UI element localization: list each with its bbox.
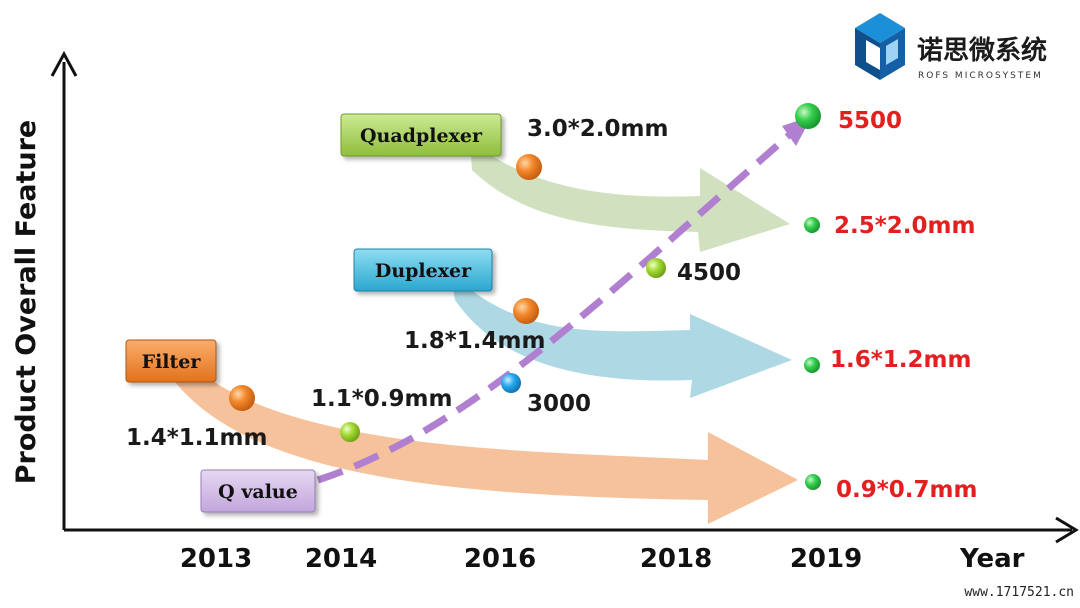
q-5500-value: 5500 bbox=[838, 108, 902, 134]
duplexer-start-value: 1.8*1.4mm bbox=[404, 328, 545, 354]
quadplexer-start-value: 3.0*2.0mm bbox=[527, 116, 668, 142]
duplexer-label: Duplexer bbox=[375, 260, 472, 282]
duplexer-end-value: 1.6*1.2mm bbox=[830, 347, 971, 373]
year-tick-2019: 2019 bbox=[790, 544, 862, 574]
x-axis-title: Year bbox=[959, 544, 1025, 574]
filter-start-value: 1.4*1.1mm bbox=[126, 425, 267, 451]
q-value-dashed-line bbox=[316, 127, 798, 484]
logo-name-en: ROFS MICROSYSTEM bbox=[918, 71, 1043, 81]
year-tick-2014: 2014 bbox=[305, 544, 377, 574]
year-tick-2018: 2018 bbox=[640, 544, 712, 574]
quadplexer-trend-arrow bbox=[470, 140, 790, 252]
company-logo: 诺思微系统 ROFS MICROSYSTEM bbox=[855, 13, 1047, 81]
filter-2014-dot bbox=[340, 422, 360, 442]
q-5500-dot bbox=[795, 103, 821, 129]
y-axis-title: Product Overall Feature bbox=[11, 120, 42, 484]
filter-label: Filter bbox=[142, 351, 202, 373]
year-tick-2016: 2016 bbox=[464, 544, 536, 574]
filter-start-dot bbox=[229, 385, 255, 411]
quadplexer-box bbox=[340, 113, 502, 157]
q-value-box bbox=[200, 469, 316, 513]
quadplexer-label: Quadplexer bbox=[360, 125, 483, 147]
quadplexer-end-value: 2.5*2.0mm bbox=[834, 213, 975, 239]
filter-trend-arrow bbox=[172, 352, 798, 524]
duplexer-trend-arrow bbox=[450, 272, 792, 398]
watermark: www.1717521.cn bbox=[964, 585, 1074, 600]
q-3000-value: 3000 bbox=[527, 391, 591, 417]
duplexer-box bbox=[353, 248, 493, 292]
cube-logo-icon bbox=[855, 13, 905, 80]
logo-name-cn: 诺思微系统 bbox=[917, 35, 1047, 66]
q-4500-value: 4500 bbox=[677, 260, 741, 286]
filter-end-value: 0.9*0.7mm bbox=[836, 477, 977, 503]
filter-end-dot bbox=[805, 474, 821, 490]
q-4500-dot bbox=[646, 258, 666, 278]
quadplexer-end-dot bbox=[804, 217, 820, 233]
quadplexer-start-dot bbox=[516, 154, 542, 180]
q-value-label: Q value bbox=[218, 481, 298, 503]
duplexer-start-dot bbox=[513, 298, 539, 324]
year-tick-2013: 2013 bbox=[180, 544, 252, 574]
q-3000-dot bbox=[501, 373, 521, 393]
duplexer-end-dot bbox=[804, 357, 820, 373]
axes bbox=[50, 50, 1079, 544]
filter-2014-value: 1.1*0.9mm bbox=[311, 386, 452, 412]
filter-box bbox=[125, 339, 217, 383]
